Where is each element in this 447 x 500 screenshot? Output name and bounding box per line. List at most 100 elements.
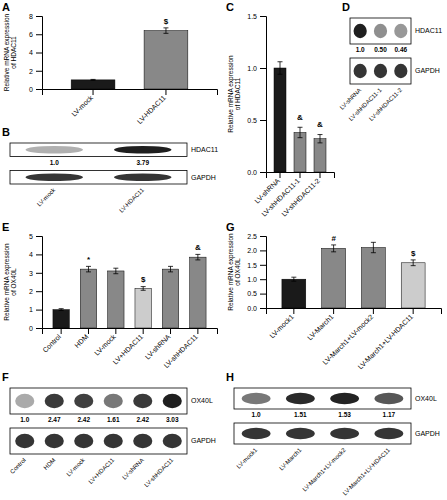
error-bar-stem — [143, 287, 144, 291]
blot-frame — [10, 171, 187, 185]
y-tick-mark — [260, 172, 266, 173]
lane-label: LV-shRNA — [121, 457, 145, 481]
panel-label: E — [2, 221, 9, 233]
panel-label: H — [226, 371, 234, 383]
bar — [361, 248, 385, 308]
blot-frame — [10, 388, 187, 414]
bar — [282, 279, 306, 308]
blot-band — [354, 24, 367, 38]
y-tick-mark — [36, 254, 42, 255]
y-tick: 5 — [29, 233, 42, 240]
plot: 0.00.51.01.52.02.5LV-mock1LV-March1LV-Ma… — [227, 233, 442, 371]
bar — [274, 68, 286, 172]
y-axis-title: Relative mRNA expressionof HDAC11 — [3, 13, 17, 91]
blot-frame — [350, 18, 411, 44]
y-tick-label: 1.5 — [247, 262, 257, 269]
panel-label: D — [342, 1, 350, 13]
y-tick: 2 — [29, 288, 42, 295]
y-tick-mark — [260, 16, 266, 17]
bar — [401, 263, 425, 308]
band-label: OX40L — [415, 395, 437, 402]
panel: E012345ControlHDMLV-mockLV+HDAC11LV-shRN… — [2, 221, 218, 369]
x-axis: LV-shRNALV-shHDAC11-1LV-shHDAC11-2 — [253, 172, 334, 218]
blot-band — [163, 434, 182, 448]
y-tick-label: 8 — [29, 13, 33, 20]
y-tick: 8 — [29, 13, 42, 20]
y-tick-label: 2.5 — [247, 233, 257, 240]
marks — [274, 62, 326, 172]
blot-frame — [234, 423, 411, 444]
blot-band — [104, 434, 123, 448]
y-tick: 0.0 — [247, 169, 266, 176]
error-bar-cap — [86, 266, 91, 267]
y-tick: 3 — [29, 270, 42, 277]
error-bar-cap — [278, 61, 283, 62]
band-label: OX40L — [191, 397, 213, 404]
error-bar-cap — [411, 265, 416, 266]
blot-band — [394, 64, 407, 78]
blot-frame — [10, 428, 187, 454]
x-tick: LV-shHDAC11 — [162, 328, 198, 369]
bar — [80, 269, 96, 328]
error-bar — [298, 127, 303, 137]
blot-band — [286, 393, 315, 405]
error-bar-cap — [331, 244, 336, 245]
blot-row: HDAC11 — [10, 143, 218, 157]
error-bar — [163, 28, 168, 33]
panel-label: C — [226, 1, 234, 13]
bar — [190, 257, 206, 328]
y-axis-title: Relative mRNA expressionof OX40L — [227, 233, 241, 311]
blot-row: OX40L — [234, 388, 437, 409]
y-tick-mark — [260, 250, 266, 251]
x-tick: LV-shHDAC11-1 — [260, 172, 301, 218]
plot: 02468LV-mockLV-HDAC11$Relative mRNA expr… — [3, 13, 218, 125]
error-bar-cap — [291, 277, 296, 278]
quantification-label: 2.42 — [136, 416, 149, 423]
y-axis: 012345 — [29, 233, 42, 332]
error-bar-stem — [413, 260, 414, 266]
blot-band — [114, 174, 172, 181]
blot-band — [45, 434, 64, 448]
panel: BHDAC111.03.79GAPDHLV-mockLV-HDAC11 — [2, 126, 218, 214]
significance-label: * — [87, 255, 91, 264]
y-tick-label: 0.0 — [247, 169, 257, 176]
x-tick-label: LV-mock1 — [268, 313, 295, 340]
error-bar-cap — [113, 273, 118, 274]
error-bar-stem — [170, 266, 171, 272]
y-axis-title: Relative mRNA expressionof OX40L — [3, 243, 17, 321]
quantification-label: 0.50 — [374, 46, 387, 53]
band-label: GAPDH — [191, 437, 216, 444]
lane-label: LV-March1 — [278, 446, 303, 471]
blot-row: GAPDH — [350, 58, 440, 84]
error-bar-cap — [91, 79, 96, 80]
error-bar-cap — [298, 127, 303, 128]
y-tick-mark — [36, 89, 42, 90]
y-tick-mark — [260, 308, 266, 309]
error-bar-stem — [165, 28, 166, 33]
y-tick-mark — [36, 236, 42, 237]
x-tick-mark — [143, 328, 144, 334]
y-tick-label: 0.5 — [247, 117, 257, 124]
error-bar-cap — [86, 271, 91, 272]
x-tick-mark — [88, 328, 89, 334]
panel: HOX40L1.01.511.531.17GAPDHLV-mock1LV-Mar… — [226, 371, 440, 496]
error-bar-stem — [373, 242, 374, 252]
blot-band — [15, 434, 34, 448]
x-tick-mark — [165, 89, 166, 95]
x-axis: LV-mock1LV-March1LV-March1+LV-mock2LV-Ma… — [267, 308, 442, 371]
plot: 012345ControlHDMLV-mockLV+HDAC11LV-shRNA… — [3, 233, 218, 370]
significance-label: # — [331, 234, 336, 243]
error-bar — [91, 79, 96, 81]
error-bar — [113, 268, 118, 274]
y-tick: 0 — [29, 86, 42, 93]
error-bar-cap — [318, 134, 323, 135]
error-bar — [168, 266, 173, 272]
y-tick-mark — [36, 71, 42, 72]
error-bar-cap — [278, 74, 283, 75]
blot-band — [242, 393, 271, 405]
panel: DHDAC111.00.500.46GAPDHLV-shRNALV-shHDAC… — [339, 1, 443, 122]
blot-band — [374, 428, 403, 440]
y-tick-label: 2 — [29, 67, 33, 74]
y-tick: 2.0 — [247, 247, 266, 254]
bar — [53, 310, 69, 328]
